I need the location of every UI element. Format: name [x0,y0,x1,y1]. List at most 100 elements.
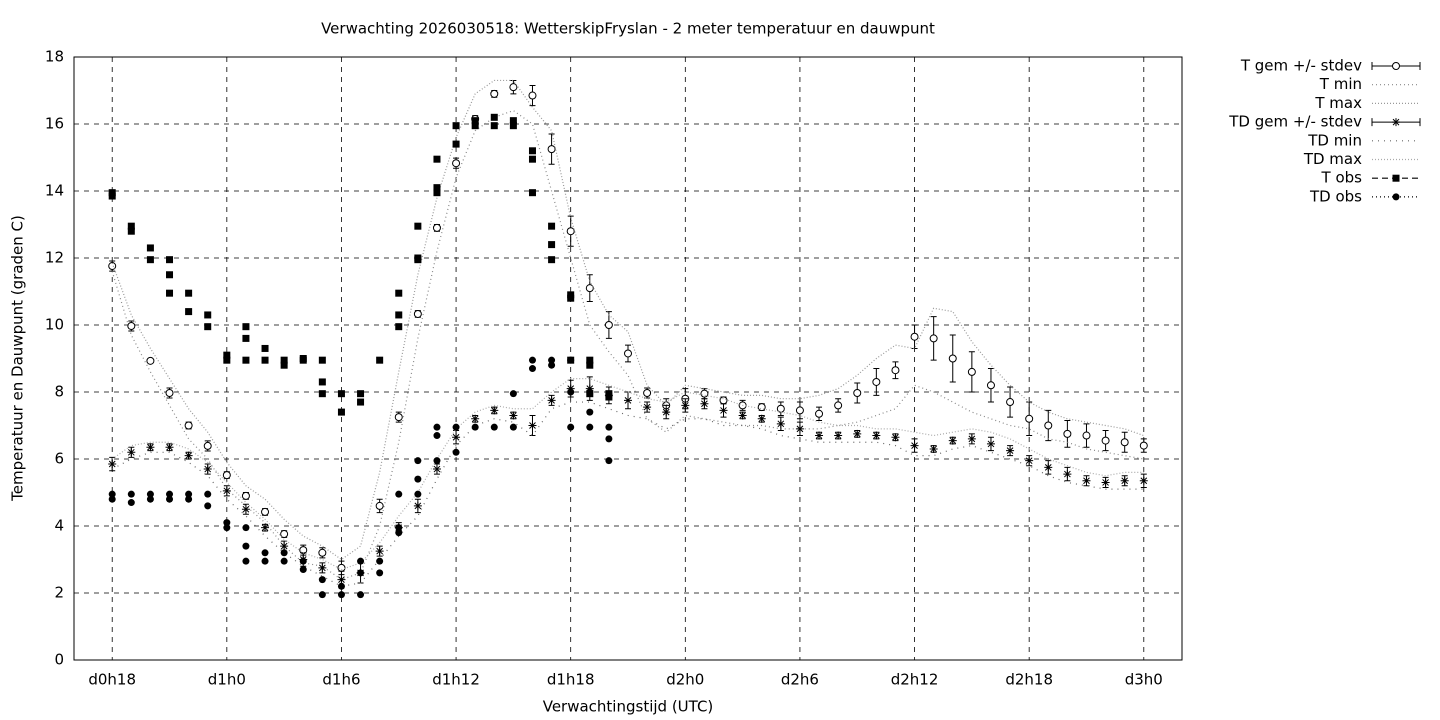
marker [376,557,384,565]
y-tick-label: 16 [45,115,64,133]
marker [127,222,135,230]
marker [604,321,613,329]
marker [242,542,250,550]
marker [853,429,862,438]
marker [127,499,135,507]
marker [185,490,193,498]
marker [605,457,613,465]
marker [490,122,498,130]
legend-marker [1392,193,1400,201]
marker [585,284,594,293]
marker [681,401,690,410]
marker [108,490,116,498]
marker [261,549,269,557]
marker [490,113,498,121]
marker [337,575,346,584]
marker [223,524,231,532]
x-tick-label: d1h12 [432,671,480,689]
marker [795,424,804,433]
marker [872,377,881,386]
marker [528,365,536,373]
marker [318,378,326,386]
marker [395,529,403,537]
marker [280,542,289,551]
marker [700,399,709,408]
marker [222,486,231,495]
marker [242,323,250,331]
marker [1025,414,1034,423]
marker [261,507,270,516]
legend-label: T gem +/- stdev [1240,57,1362,75]
envelope-line [111,79,1144,561]
marker [662,408,671,417]
marker [567,423,575,431]
marker [1063,429,1072,438]
y-tick-label: 2 [54,584,64,602]
marker [166,490,174,498]
marker [528,155,536,163]
marker [986,381,995,390]
marker [547,396,556,405]
marker [166,495,174,503]
marker [528,147,536,155]
y-tick-label: 6 [54,450,64,468]
marker [605,393,613,401]
marker [891,433,900,442]
chart-title: Verwachting 2026030518: WetterskipFrysla… [321,20,935,38]
marker [414,475,422,483]
marker [242,356,250,364]
marker [204,490,212,498]
marker [509,411,518,420]
x-axis-label: Verwachtingstijd (UTC) [543,698,714,716]
marker [299,557,307,565]
marker [108,262,117,271]
marker [280,549,288,557]
marker [1063,470,1072,479]
marker [108,460,117,469]
marker [509,83,518,92]
marker [357,569,365,577]
marker [719,406,728,415]
marker [108,192,116,200]
marker [184,421,193,430]
marker [567,356,575,364]
marker [413,501,422,510]
marker [414,490,422,498]
marker [452,122,460,130]
marker [795,406,804,415]
marker [1120,476,1129,485]
marker [204,323,212,331]
marker [567,294,575,302]
marker [1006,446,1015,455]
marker [146,356,155,365]
marker [165,443,174,452]
marker [433,432,441,440]
marker [395,323,403,331]
marker [548,361,556,369]
marker [548,256,556,264]
marker [548,222,556,230]
legend-marker [1392,62,1400,70]
marker [146,495,154,503]
marker [1139,476,1148,485]
marker [586,356,594,364]
marker [375,547,384,556]
x-tick-label: d1h6 [322,671,360,689]
x-tick-label: d2h12 [891,671,939,689]
marker [624,396,632,405]
marker [471,117,479,125]
y-tick-label: 12 [45,249,64,267]
marker [146,256,154,264]
marker [1120,438,1129,447]
marker [432,223,441,232]
marker [376,356,384,364]
marker [337,408,345,416]
marker [605,435,613,443]
marker [509,423,517,431]
marker [280,557,288,565]
marker [1025,456,1034,465]
marker [643,403,652,412]
marker [414,256,422,264]
